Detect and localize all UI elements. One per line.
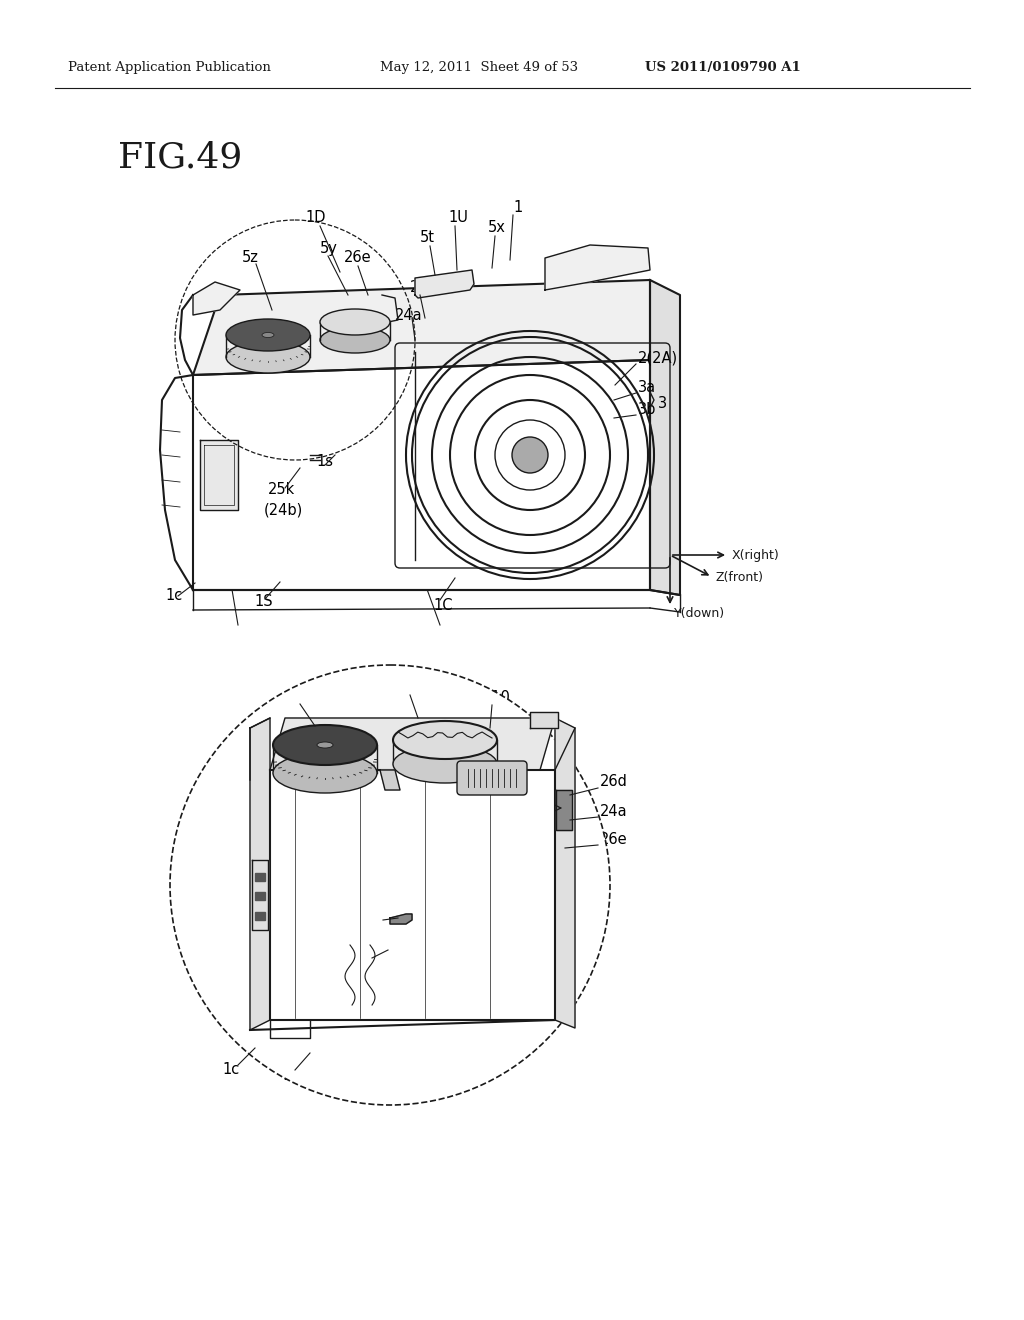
Polygon shape: [555, 718, 575, 1028]
Ellipse shape: [273, 752, 377, 793]
Text: 5y: 5y: [319, 240, 338, 256]
Ellipse shape: [317, 742, 333, 748]
Text: 3a: 3a: [638, 380, 656, 396]
Text: 1C: 1C: [433, 598, 453, 614]
Text: 25k: 25k: [268, 483, 295, 498]
Polygon shape: [193, 280, 650, 375]
Text: 3: 3: [658, 396, 667, 411]
Text: 24a: 24a: [600, 804, 628, 820]
Text: 1: 1: [513, 201, 522, 215]
Text: 5t: 5t: [420, 231, 435, 246]
Text: 26e: 26e: [344, 251, 372, 265]
Text: Y(down): Y(down): [674, 606, 725, 619]
Polygon shape: [380, 770, 400, 789]
Text: 5x: 5x: [488, 220, 506, 235]
Circle shape: [170, 665, 610, 1105]
Polygon shape: [545, 246, 650, 290]
Text: US 2011/0109790 A1: US 2011/0109790 A1: [645, 62, 801, 74]
Text: 1S: 1S: [254, 594, 272, 610]
Polygon shape: [530, 711, 558, 729]
Polygon shape: [255, 912, 265, 920]
Text: Z(front): Z(front): [716, 570, 764, 583]
Text: (24b): (24b): [350, 973, 389, 987]
Polygon shape: [415, 271, 474, 298]
Text: 5y: 5y: [403, 681, 421, 696]
Text: Patent Application Publication: Patent Application Publication: [68, 62, 271, 74]
Text: 5z: 5z: [242, 251, 259, 265]
Text: FIG.49: FIG.49: [118, 141, 243, 176]
FancyBboxPatch shape: [457, 762, 527, 795]
Text: 25k: 25k: [358, 953, 385, 968]
Text: 26e: 26e: [600, 833, 628, 847]
Polygon shape: [250, 718, 270, 1030]
Text: 1U: 1U: [449, 210, 468, 226]
Text: 1s: 1s: [372, 912, 389, 928]
Text: 5z: 5z: [286, 690, 303, 705]
Polygon shape: [255, 892, 265, 900]
Ellipse shape: [226, 341, 310, 374]
Ellipse shape: [262, 333, 274, 338]
Polygon shape: [252, 861, 268, 931]
Text: 1c: 1c: [222, 1063, 240, 1077]
Polygon shape: [193, 282, 240, 315]
Ellipse shape: [393, 721, 497, 759]
Ellipse shape: [226, 319, 310, 351]
Polygon shape: [390, 913, 412, 924]
Polygon shape: [556, 789, 572, 830]
Text: X(right): X(right): [732, 549, 779, 561]
Text: May 12, 2011  Sheet 49 of 53: May 12, 2011 Sheet 49 of 53: [380, 62, 579, 74]
Polygon shape: [200, 440, 238, 510]
Ellipse shape: [393, 744, 497, 783]
Text: 24a: 24a: [395, 308, 423, 322]
Text: 26d: 26d: [410, 281, 438, 296]
Text: 1D: 1D: [305, 210, 326, 226]
Circle shape: [512, 437, 548, 473]
Polygon shape: [193, 360, 650, 590]
Ellipse shape: [319, 327, 390, 352]
Polygon shape: [270, 770, 555, 1020]
Text: 3b: 3b: [638, 403, 656, 417]
Polygon shape: [270, 718, 555, 770]
Text: 1c: 1c: [165, 589, 182, 603]
Text: (24b): (24b): [264, 503, 303, 517]
Text: 26d: 26d: [600, 775, 628, 789]
Ellipse shape: [319, 309, 390, 335]
Text: 2(2A): 2(2A): [638, 351, 678, 366]
Polygon shape: [650, 280, 680, 595]
Polygon shape: [255, 873, 265, 880]
Text: 1s: 1s: [316, 454, 333, 470]
Text: F10: F10: [484, 690, 511, 705]
Text: 1S: 1S: [282, 1068, 301, 1082]
Ellipse shape: [273, 725, 377, 766]
